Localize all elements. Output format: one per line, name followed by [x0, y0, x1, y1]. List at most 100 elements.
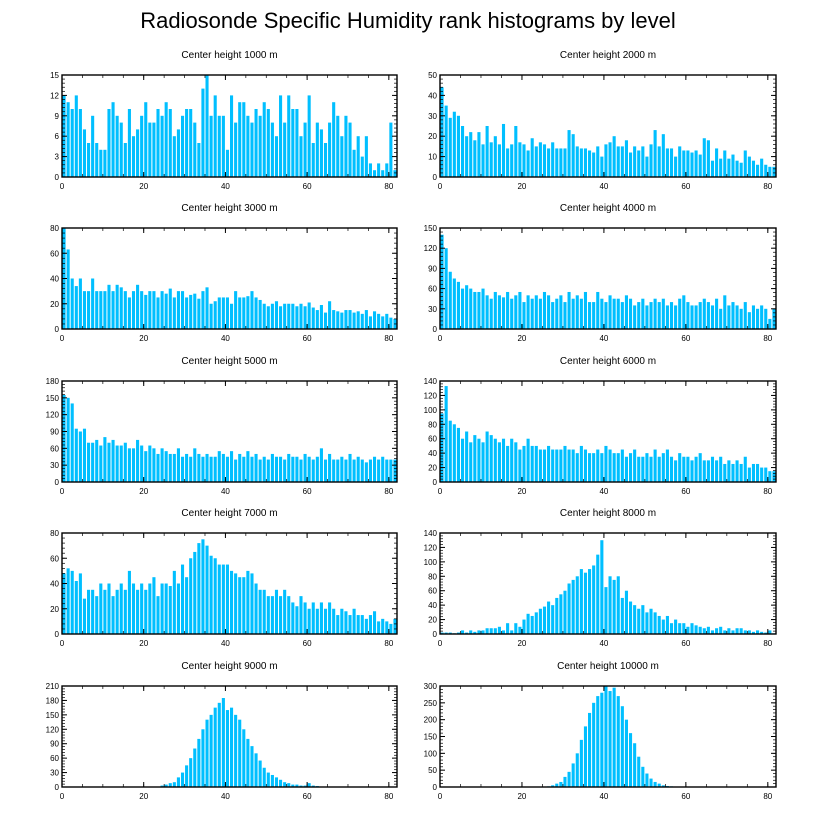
bar: [460, 126, 465, 177]
bar: [719, 626, 723, 634]
y-tick-label: 0: [433, 173, 438, 182]
bar: [731, 463, 735, 482]
bar: [641, 146, 645, 177]
bar: [160, 115, 164, 177]
bar: [242, 297, 246, 329]
bar: [559, 449, 563, 482]
bar: [624, 140, 628, 177]
bar: [364, 618, 368, 634]
bar: [230, 570, 234, 635]
bar: [152, 448, 156, 482]
bar: [440, 234, 444, 329]
bar: [694, 625, 698, 634]
bar: [756, 164, 760, 177]
panel-title: Center height 6000 m: [560, 356, 656, 367]
bar: [628, 733, 633, 787]
bar: [234, 714, 238, 787]
bar: [160, 583, 164, 634]
bar: [323, 143, 328, 177]
bar: [588, 712, 592, 787]
bar: [91, 278, 95, 329]
bar: [460, 438, 465, 482]
bar: [323, 459, 328, 482]
bar: [381, 316, 385, 330]
bar: [381, 456, 385, 482]
bar: [262, 303, 266, 329]
bar: [592, 702, 596, 787]
bar: [279, 306, 283, 329]
bar: [140, 445, 144, 482]
bar: [678, 623, 682, 634]
x-tick-label: 80: [763, 639, 772, 648]
bar: [103, 589, 107, 634]
bar: [485, 628, 489, 634]
bar: [221, 115, 225, 177]
bar: [756, 308, 760, 329]
bar: [489, 142, 493, 177]
bar: [377, 313, 381, 329]
bar: [131, 583, 136, 634]
bar: [99, 445, 103, 482]
bar: [571, 134, 575, 177]
bar: [542, 291, 547, 329]
bar: [242, 456, 246, 482]
bar: [279, 779, 283, 787]
bar: [393, 459, 397, 482]
bar: [201, 88, 205, 177]
bar: [131, 291, 136, 330]
bar: [213, 707, 217, 787]
bar: [242, 102, 246, 177]
bar: [295, 606, 299, 634]
bar: [254, 583, 258, 634]
bar: [217, 297, 221, 329]
y-tick-label: 60: [50, 754, 59, 763]
bar: [686, 456, 690, 482]
y-tick-label: 0: [55, 478, 60, 487]
bar: [270, 453, 274, 482]
bar: [682, 623, 686, 634]
bar: [448, 632, 452, 634]
plot-frame: [439, 74, 777, 178]
bar: [633, 743, 637, 787]
bar: [262, 589, 266, 634]
bar: [727, 158, 731, 177]
bar: [193, 551, 197, 634]
bar: [352, 312, 356, 329]
bar: [579, 298, 583, 329]
bar: [344, 611, 348, 634]
x-tick-label: 40: [599, 334, 608, 343]
bar: [287, 303, 291, 329]
bar: [201, 729, 205, 787]
bar: [311, 307, 315, 329]
bar: [344, 459, 348, 482]
bar: [295, 784, 299, 787]
bar: [715, 298, 719, 329]
bar: [633, 146, 637, 177]
y-tick-label: 90: [428, 264, 437, 273]
bar: [123, 291, 127, 330]
bar: [197, 738, 201, 787]
bar: [372, 456, 377, 482]
bar: [678, 453, 682, 482]
bar: [551, 302, 555, 329]
bar-series: [160, 698, 328, 787]
bar: [323, 312, 328, 329]
bar: [444, 105, 448, 177]
bar: [575, 295, 579, 329]
bar: [506, 445, 510, 482]
bar: [164, 102, 168, 177]
bar: [448, 271, 452, 329]
x-tick-label: 20: [139, 334, 148, 343]
bar: [242, 577, 246, 634]
bar: [136, 129, 140, 177]
bar: [168, 288, 172, 329]
bar: [205, 287, 209, 329]
bar: [690, 305, 694, 329]
y-tick-label: 30: [428, 112, 437, 121]
bar: [319, 305, 323, 329]
bar: [506, 148, 510, 177]
bar: [197, 143, 201, 177]
bar: [336, 115, 340, 177]
y-tick-label: 60: [428, 587, 437, 596]
y-tick-label: 80: [50, 529, 59, 538]
